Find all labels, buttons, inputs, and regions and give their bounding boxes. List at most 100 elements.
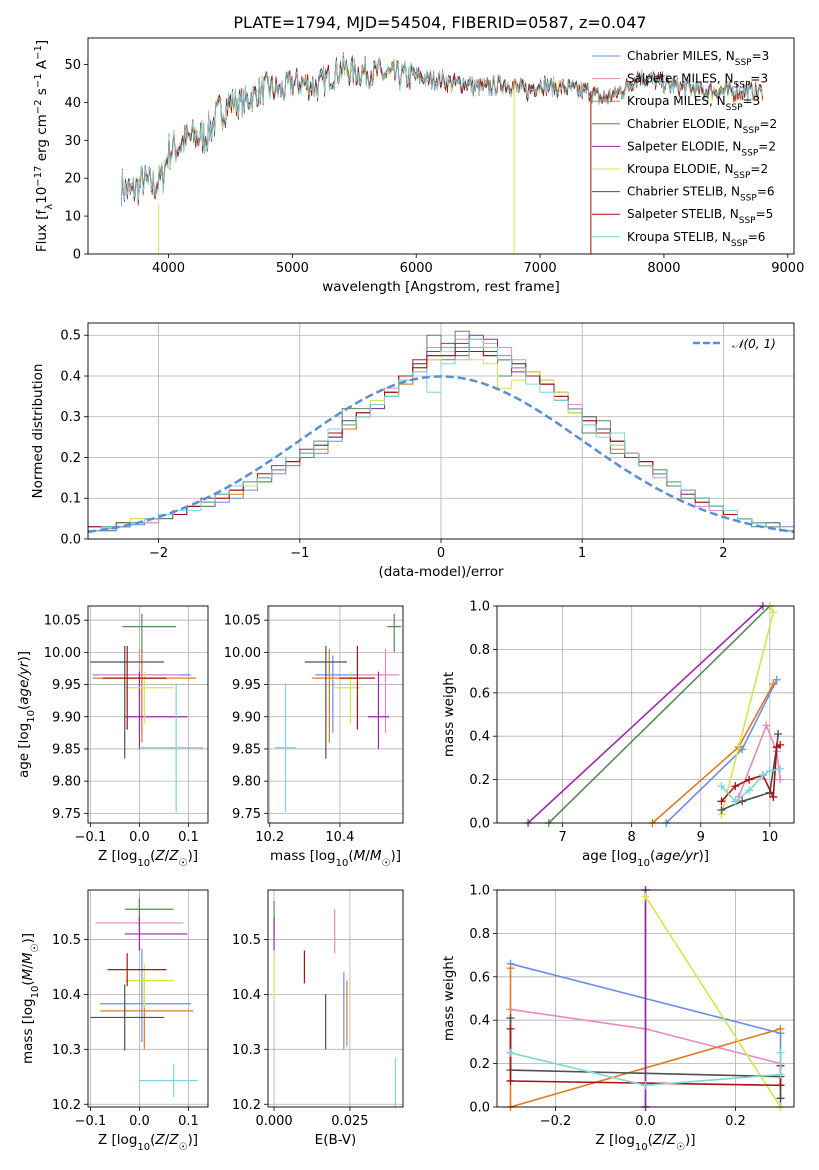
weight-line-kroupa_elodie bbox=[644, 896, 782, 1107]
x-tick-label: 7000 bbox=[524, 261, 557, 276]
x-tick-label: −2 bbox=[149, 546, 168, 561]
weight-marker-kroupa_stelib bbox=[776, 1070, 785, 1079]
label-part: Flux [f bbox=[34, 209, 50, 253]
label-part: age/yr bbox=[655, 848, 700, 864]
x-axis-label: age [log10(age/yr)] bbox=[582, 848, 709, 869]
y-tick-label: 9.75 bbox=[232, 807, 261, 822]
legend-subscript: SSP bbox=[726, 103, 743, 113]
label-part: −17 bbox=[33, 166, 44, 187]
x-tick-label: −0.2 bbox=[540, 1114, 572, 1129]
y-tick-label: 9.90 bbox=[232, 710, 261, 725]
x-tick-label: 6000 bbox=[400, 261, 433, 276]
weight-line-salpeter_miles bbox=[737, 723, 781, 798]
y-tick-label: 10.3 bbox=[52, 1043, 81, 1058]
y-tick-label: 9.95 bbox=[232, 678, 261, 693]
x-tick-label: 1 bbox=[578, 546, 586, 561]
weight-marker-salpeter_stelib bbox=[506, 1024, 515, 1033]
legend-entry: Kroupa STELIB, NSSP=6 bbox=[627, 230, 765, 249]
y-tick-label: 10.4 bbox=[52, 988, 81, 1003]
label-part: M bbox=[20, 952, 36, 964]
y-axis-label: mass [log10(M/M☉)] bbox=[20, 933, 41, 1064]
x-tick-label: 8000 bbox=[647, 261, 680, 276]
label-part: mass [log bbox=[270, 848, 336, 864]
label-part: ( bbox=[150, 1132, 155, 1148]
y-tick-label: 0.2 bbox=[469, 1057, 490, 1072]
label-part: ] bbox=[34, 40, 50, 45]
x-tick-label: 10.4 bbox=[325, 830, 354, 845]
x-axis-label: Z [log10(Z/Z☉)] bbox=[98, 1132, 198, 1153]
panel-age_vs_mass: 10.2 10.4 9.75 9.80 9.85 9.90 9.95 10.00 10.05 ma… bbox=[224, 605, 404, 869]
x-tick-label: −0.1 bbox=[75, 830, 107, 845]
label-part: )] bbox=[685, 1132, 696, 1148]
label-part: Z bbox=[666, 1132, 677, 1148]
y-tick-label: 40 bbox=[64, 96, 81, 111]
normal-curve bbox=[88, 375, 794, 534]
label-part: )] bbox=[390, 848, 401, 864]
legend-entry: Salpeter ELODIE, NSSP=2 bbox=[627, 139, 776, 158]
y-tick-label: 20 bbox=[64, 172, 81, 187]
y-tick-label: 0.4 bbox=[60, 369, 81, 384]
weight-marker-salpeter_stelib bbox=[731, 782, 740, 791]
figure-title: PLATE=1794, MJD=54504, FIBERID=0587, z=0… bbox=[233, 13, 646, 32]
label-part: −1 bbox=[33, 73, 44, 88]
legend-entry: Kroupa MILES, NSSP=3 bbox=[627, 94, 760, 113]
x-tick-label: 9000 bbox=[771, 261, 804, 276]
label-part: )] bbox=[20, 933, 36, 944]
x-tick-label: 0 bbox=[437, 546, 445, 561]
weight-marker-kroupa_stelib bbox=[506, 1048, 515, 1057]
y-tick-label: 0.6 bbox=[469, 686, 490, 701]
label-part: )] bbox=[187, 848, 198, 864]
label-part: 10 bbox=[137, 1142, 150, 1153]
y-tick-label: 0.0 bbox=[469, 817, 490, 832]
legend-text: Kroupa ELODIE, N bbox=[627, 162, 734, 176]
legend-normal-label: 𝒩(0, 1) bbox=[732, 337, 776, 351]
legend-subscript: SSP bbox=[741, 148, 758, 158]
label-part: / bbox=[165, 1132, 170, 1148]
x-axis-label: wavelength [Angstrom, rest frame] bbox=[322, 279, 560, 295]
label-part: erg cm bbox=[34, 114, 50, 165]
legend-entry: Salpeter STELIB, NSSP=5 bbox=[627, 207, 773, 226]
legend-n: =2 bbox=[759, 117, 777, 131]
panel-weight_vs_Z: −0.2 0.0 0.20.00.20.40.60.81.0Z [log10(Z/Z… bbox=[441, 884, 795, 1153]
label-part: M bbox=[20, 968, 36, 980]
y-tick-label: 9.85 bbox=[52, 742, 81, 757]
label-part: age [log bbox=[582, 848, 637, 864]
y-tick-label: 9.85 bbox=[232, 742, 261, 757]
legend-n: =3 bbox=[752, 49, 770, 63]
weight-marker-kroupa_stelib bbox=[758, 771, 767, 780]
label-part: Z bbox=[154, 1132, 165, 1148]
x-tick-label: 0.000 bbox=[255, 1114, 292, 1129]
legend-entry: Chabrier STELIB, NSSP=6 bbox=[627, 185, 775, 204]
weight-marker-kroupa_stelib bbox=[765, 766, 774, 775]
label-part: λ bbox=[44, 204, 55, 210]
weight-marker-kroupa_stelib bbox=[731, 797, 740, 806]
x-tick-label: 0.1 bbox=[178, 1114, 199, 1129]
label-part: −1 bbox=[33, 45, 44, 60]
y-tick-label: 0 bbox=[73, 248, 81, 263]
label-part: 10 bbox=[635, 1142, 648, 1153]
x-tick-label: 0.2 bbox=[725, 1114, 746, 1129]
label-part: )] bbox=[16, 651, 32, 662]
legend-subscript: SSP bbox=[734, 81, 751, 91]
panels: 4000 5000 6000 7000 8000 900001020304050wavel… bbox=[16, 37, 804, 1153]
label-part: )] bbox=[699, 848, 710, 864]
histogram-kroupa_stelib bbox=[88, 338, 794, 532]
panel-spectrum: 4000 5000 6000 7000 8000 9000 0 10 20 30 40 50 wavel… bbox=[33, 37, 804, 295]
axes-frame bbox=[87, 605, 209, 824]
panel-mass_vs_Z: −0.1 0.0 0.110.210.310.410.5Z [log10(Z/Z☉)… bbox=[20, 889, 209, 1153]
weight-marker-kroupa_miles bbox=[506, 964, 515, 973]
legend-n: =2 bbox=[758, 139, 776, 153]
y-tick-label: 10.2 bbox=[232, 1098, 261, 1113]
axes-frame bbox=[87, 889, 209, 1108]
weight-marker-chabrier_stelib bbox=[717, 805, 726, 814]
y-tick-label: 0.5 bbox=[60, 329, 81, 344]
y-tick-label: 0.8 bbox=[469, 643, 490, 658]
y-tick-label: 0.0 bbox=[469, 1101, 490, 1116]
x-tick-label: 8 bbox=[628, 830, 636, 845]
legend-subscript: SSP bbox=[739, 216, 756, 226]
x-axis-label: E(B-V) bbox=[315, 1132, 357, 1148]
y-tick-label: 9.80 bbox=[232, 775, 261, 790]
legend-entry: Salpeter MILES, NSSP=3 bbox=[627, 72, 768, 91]
label-part: Z [log bbox=[98, 848, 137, 864]
